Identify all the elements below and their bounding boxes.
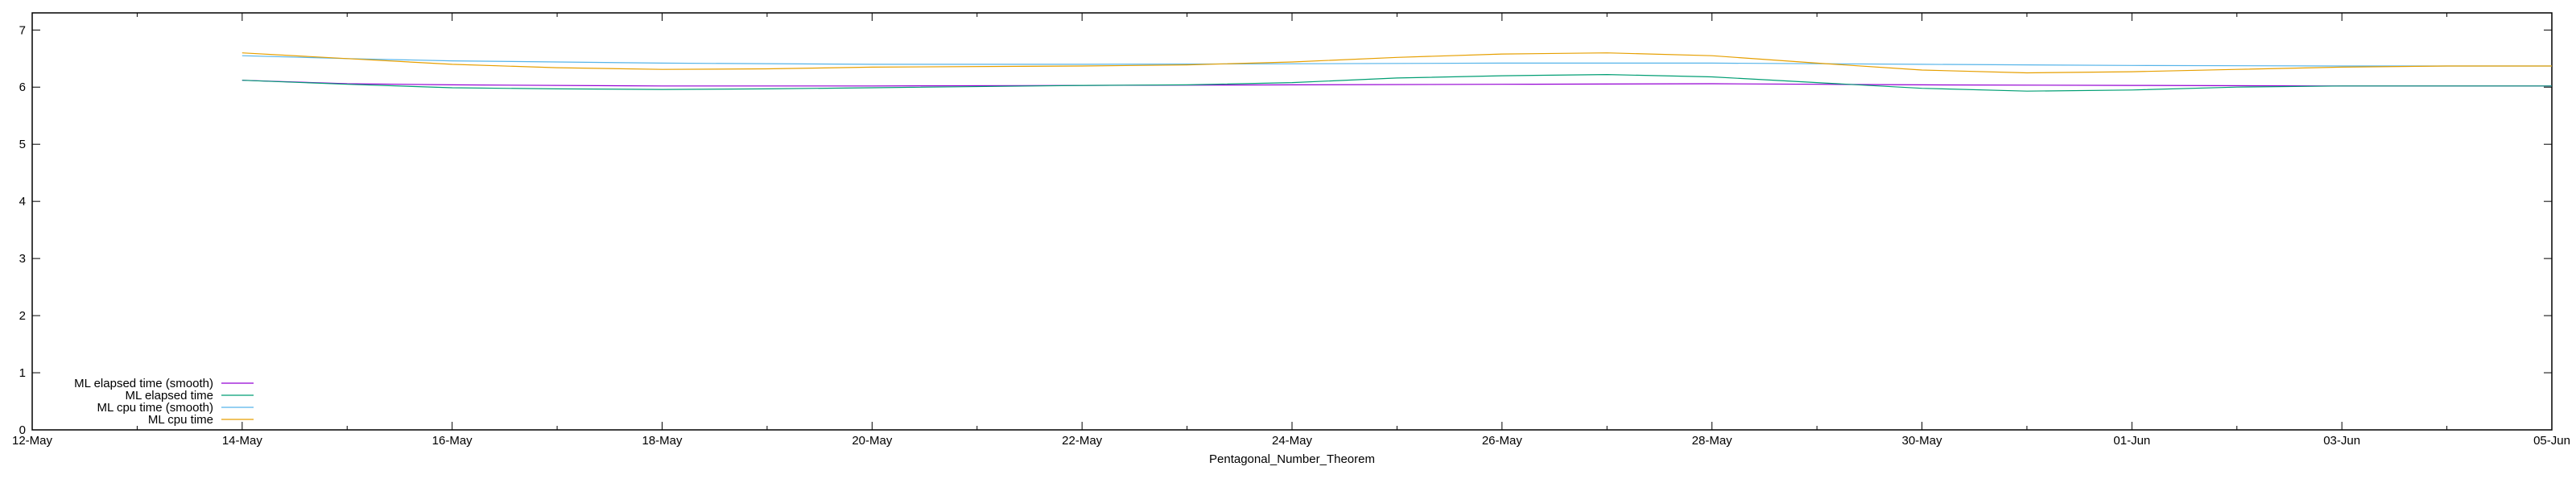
x-tick-label: 20-May (852, 434, 893, 448)
y-tick-label: 6 (19, 80, 26, 94)
x-tick-label: 26-May (1482, 434, 1523, 448)
plot-border (31, 12, 2553, 431)
x-tick-label: 24-May (1272, 434, 1313, 448)
series-line-2 (242, 55, 2552, 67)
x-tick-label: 16-May (432, 434, 473, 448)
series-line-3 (242, 52, 2552, 74)
series-line-0 (242, 80, 2552, 87)
y-tick-label: 0 (19, 423, 26, 437)
x-tick-label: 18-May (642, 434, 683, 448)
x-tick-label: 01-Jun (2113, 434, 2150, 448)
y-tick-label: 4 (19, 195, 26, 208)
series-line-1 (242, 73, 2552, 92)
series-lines (242, 52, 2552, 92)
x-tick-label: 14-May (222, 434, 263, 448)
x-tick-label: 05-Jun (2533, 434, 2570, 448)
y-tick-label: 2 (19, 309, 26, 323)
x-tick-label: 03-Jun (2323, 434, 2360, 448)
x-tick-label: 22-May (1062, 434, 1103, 448)
x-axis: 12-May 14-May 16-May 18-May 20-May 22-May 24-M… (12, 13, 2570, 448)
legend-label: ML elapsed time (smooth) (74, 377, 213, 390)
y-tick-label: 3 (19, 252, 26, 266)
y-axis: 0 1 2 3 4 5 6 7 (19, 23, 2552, 437)
legend-label: ML elapsed time (126, 389, 214, 402)
legend: ML elapsed time (smooth)ML elapsed timeM… (74, 377, 254, 427)
legend-label: ML cpu time (148, 413, 213, 427)
y-tick-label: 1 (19, 366, 26, 380)
x-axis-label: Pentagonal_Number_Theorem (1209, 452, 1375, 466)
y-tick-label: 7 (19, 23, 26, 37)
x-tick-label: 28-May (1692, 434, 1733, 448)
y-tick-label: 5 (19, 138, 26, 151)
x-tick-label: 12-May (12, 434, 53, 448)
x-tick-label: 30-May (1901, 434, 1942, 448)
legend-label: ML cpu time (smooth) (97, 401, 214, 415)
